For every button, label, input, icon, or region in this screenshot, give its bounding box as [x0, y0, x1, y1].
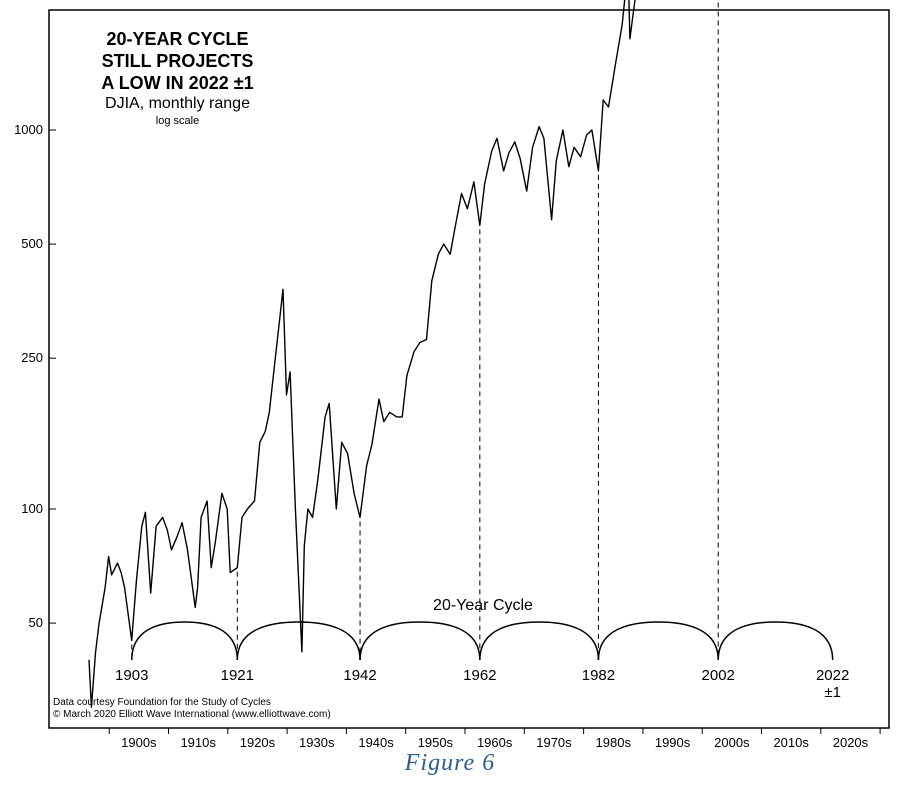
credits: Data courtesy Foundation for the Study o…	[53, 697, 331, 721]
cycle-arc	[359, 621, 481, 661]
cycle-arc	[717, 621, 834, 661]
projection-tolerance-label: ±1	[824, 684, 841, 701]
figure-caption: Figure 6	[404, 750, 496, 776]
cycle-year-label: 1962	[463, 667, 496, 684]
title-block: 20-YEAR CYCLE STILL PROJECTS A LOW IN 20…	[70, 28, 285, 128]
cycle-arc	[130, 621, 239, 661]
cycle-arc	[236, 621, 361, 661]
plot-frame	[48, 9, 890, 729]
credit-line-2: © March 2020 Elliott Wave International …	[53, 709, 331, 720]
y-axis: 50100250500100025005000100002000030000	[14, 122, 56, 630]
x-tick-label: 1940s	[358, 735, 394, 750]
x-tick-label: 1970s	[536, 735, 572, 750]
y-tick-label: 50	[29, 615, 43, 630]
x-tick-label: 1990s	[655, 735, 691, 750]
cycle-label: 20-Year Cycle	[433, 597, 533, 614]
y-tick-label: 100	[21, 501, 43, 516]
cycle-year-label: 2022	[816, 667, 849, 684]
cycle-year-label: 1942	[343, 667, 376, 684]
x-tick-label: 1980s	[596, 735, 632, 750]
scale-note: log scale	[155, 115, 200, 127]
y-tick-label: 500	[21, 236, 43, 251]
chart-subtitle: DJIA, monthly range	[105, 95, 250, 112]
title-line-1: 20-YEAR CYCLE	[106, 29, 249, 49]
x-tick-label: 2010s	[773, 735, 809, 750]
x-tick-label: 1920s	[240, 735, 276, 750]
x-tick-label: 1930s	[299, 735, 335, 750]
cycle-year-label: 1903	[115, 667, 148, 684]
cycle-year-label: 1921	[221, 667, 254, 684]
x-tick-label: 1960s	[477, 735, 513, 750]
cycle-year-labels: 1903 1921 1942 1962 1982 2002 2022±1	[115, 667, 849, 701]
x-tick-label: 1900s	[121, 735, 157, 750]
cycle-arc	[597, 621, 719, 661]
y-tick-label: 1000	[14, 122, 43, 137]
x-tick-label: 1910s	[180, 735, 216, 750]
x-tick-label: 2020s	[833, 735, 869, 750]
cycle-year-label: 2002	[702, 667, 735, 684]
x-tick-label: 1950s	[418, 735, 454, 750]
cycle-arc	[479, 621, 600, 661]
x-axis: 1900s 1910s 1920s 1930s 1940s 1950s 1960s 1970s…	[108, 728, 881, 750]
cycle-year-label: 1982	[582, 667, 615, 684]
x-tick-label: 2000s	[714, 735, 750, 750]
credit-line-1: Data courtesy Foundation for the Study o…	[53, 697, 271, 708]
title-line-2: STILL PROJECTS	[101, 51, 254, 71]
djia-price-line	[88, 0, 636, 708]
y-tick-label: 250	[21, 350, 43, 365]
title-line-3: A LOW IN 2022 ±1	[101, 73, 254, 93]
cycle-arcs	[130, 621, 834, 661]
